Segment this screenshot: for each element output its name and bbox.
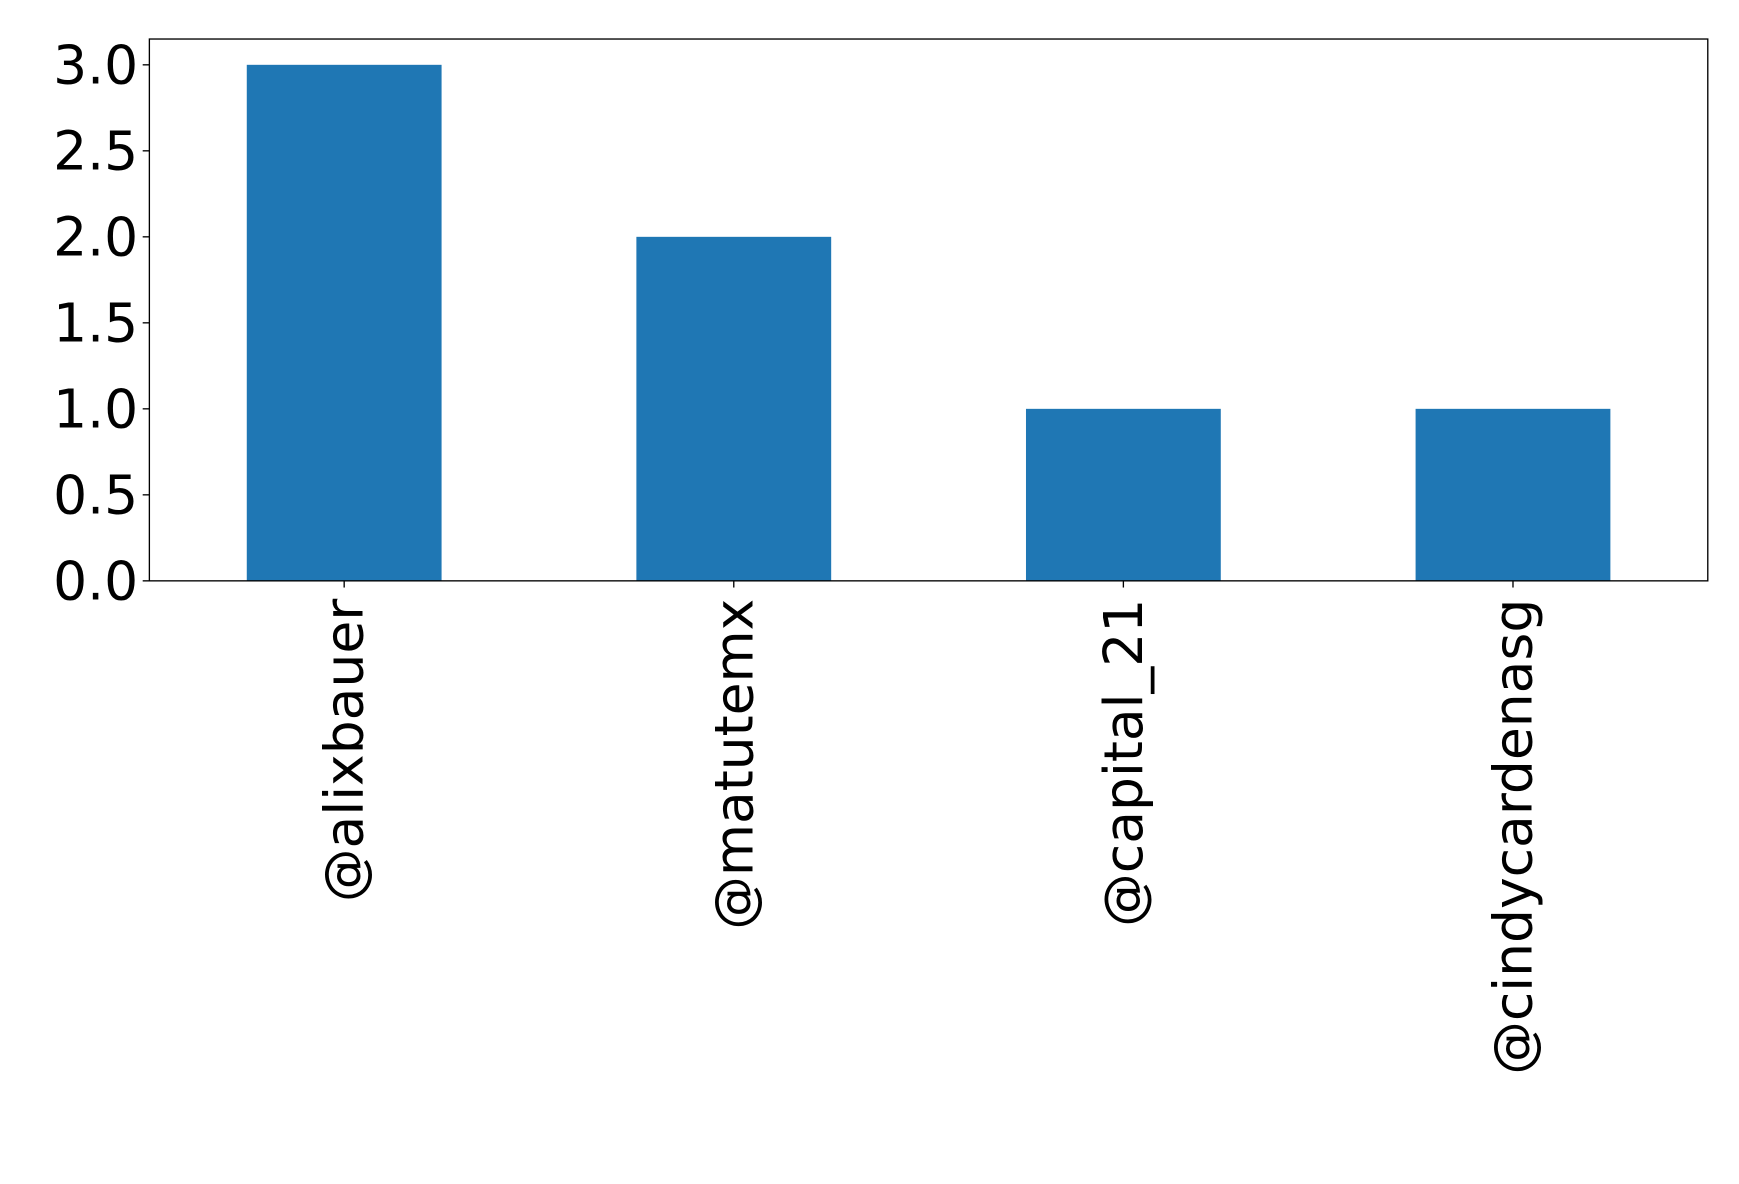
axes-frame bbox=[148, 38, 1709, 582]
y-tick-label: 2.5 bbox=[53, 119, 138, 182]
bar-3 bbox=[1415, 408, 1611, 581]
y-tick-label: 2.0 bbox=[53, 205, 138, 268]
y-tick-label: 3.0 bbox=[53, 33, 138, 96]
x-tick-label: @cindycardenasg bbox=[1481, 599, 1544, 1075]
bar-1 bbox=[636, 236, 832, 581]
x-tick-label: @alixbauer bbox=[313, 599, 376, 902]
y-tick-label: 0.5 bbox=[53, 463, 138, 526]
x-tick-label: @matutemx bbox=[702, 599, 765, 930]
y-tick-label: 1.0 bbox=[53, 377, 138, 440]
bar-0 bbox=[246, 64, 442, 581]
bar-2 bbox=[1025, 408, 1221, 581]
y-tick-label: 0.0 bbox=[53, 549, 138, 612]
y-tick-label: 1.5 bbox=[53, 291, 138, 354]
x-tick-label: @capital_21 bbox=[1092, 599, 1155, 927]
